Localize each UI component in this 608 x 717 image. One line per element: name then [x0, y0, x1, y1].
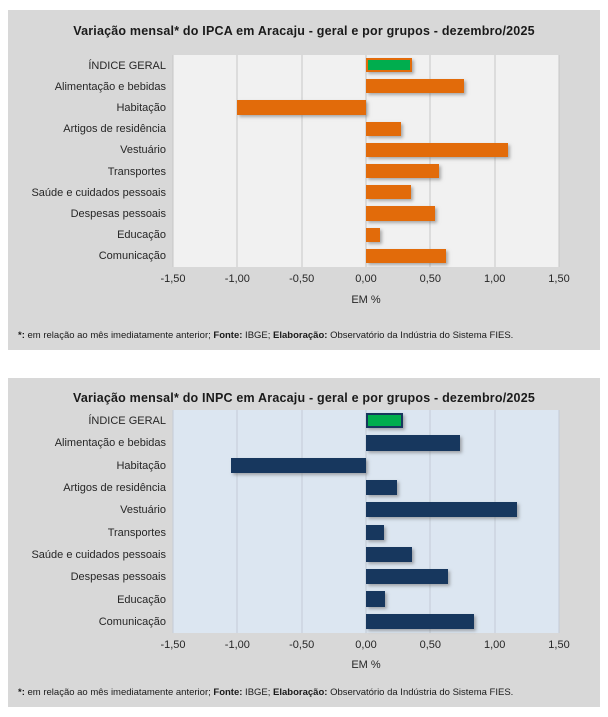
bar-artigos-de-residencia [366, 479, 397, 496]
x-tick-label: -0,50 [289, 639, 315, 651]
category-label-habitacao: Habitação [116, 459, 166, 472]
category-label-despesas-pessoais: Despesas pessoais [70, 207, 166, 220]
footnote-source-label: Fonte: [213, 687, 243, 698]
category-label-saude-e-cuidados-pessoais: Saúde e cuidados pessoais [31, 186, 166, 199]
category-label-alimentacao-e-bebidas: Alimentação e bebidas [54, 437, 166, 450]
bar-vestuario [366, 502, 517, 518]
category-labels: ÍNDICE GERAL Alimentação e bebidas Habitaç… [8, 410, 173, 633]
footnote: *: em relação ao mês imediatamente anter… [18, 687, 592, 698]
x-tick-label: 0,00 [355, 639, 377, 651]
gridline [494, 55, 496, 267]
footnote: *: em relação ao mês imediatamente anter… [18, 330, 592, 341]
plot-area [172, 55, 560, 267]
gridline [172, 55, 174, 267]
bar-indice-geral [366, 413, 404, 429]
bar-alimentacao-e-bebidas [366, 79, 464, 94]
gridline [236, 410, 238, 633]
footnote-source-label: Fonte: [213, 330, 243, 341]
footnote-source-text: IBGE; [242, 330, 274, 341]
bar-saude-e-cuidados-pessoais [366, 185, 412, 200]
bar-transportes [366, 164, 440, 179]
bar-artigos-de-residencia [366, 121, 401, 136]
x-tick-label: 0,50 [419, 273, 442, 285]
category-label-transportes: Transportes [107, 526, 166, 539]
gridline [558, 55, 560, 267]
gridline [429, 55, 431, 267]
bar-educacao [366, 591, 386, 607]
x-tick-label: -1,00 [224, 639, 250, 651]
x-tick-label: -1,50 [160, 639, 186, 651]
x-tick-label: 1,00 [483, 639, 506, 651]
x-axis-ticks: -1,50 -1,00 -0,50 0,00 0,50 1,00 1,50 [160, 639, 569, 652]
bar-comunicacao [366, 248, 446, 263]
bar-despesas-pessoais [366, 569, 449, 585]
x-tick-label: -1,00 [224, 273, 250, 285]
gridline [494, 410, 496, 633]
x-axis-title: EM % [351, 659, 381, 671]
gridline [558, 410, 560, 633]
bar-educacao [366, 227, 381, 242]
category-labels: ÍNDICE GERAL Alimentação e bebidas Habitaç… [8, 55, 173, 267]
bar-comunicacao [366, 613, 475, 629]
category-label-educacao: Educação [117, 229, 166, 242]
ipca-chart-panel: Variação mensal* do IPCA em Aracaju - ge… [8, 10, 600, 350]
x-tick-label: 1,50 [548, 273, 570, 285]
x-tick-label: 0,00 [355, 273, 377, 285]
gridline [365, 55, 367, 267]
category-label-educacao: Educação [117, 593, 166, 606]
x-axis-title: EM % [351, 294, 381, 306]
plot-area [172, 410, 560, 633]
x-axis-ticks: -1,50 -1,00 -0,50 0,00 0,50 1,00 1,50 [160, 273, 569, 286]
category-label-habitacao: Habitação [116, 101, 166, 114]
bar-habitacao [230, 457, 366, 473]
bar-indice-geral [366, 58, 413, 73]
inpc-chart-body: ÍNDICE GERAL Alimentação e bebidas Habitaç… [8, 410, 560, 633]
category-label-comunicacao: Comunicação [98, 615, 166, 628]
gridline [301, 410, 303, 633]
footnote-note: em relação ao mês imediatamente anterior… [24, 330, 214, 341]
gridline [429, 410, 431, 633]
category-label-artigos-de-residencia: Artigos de residência [63, 482, 166, 495]
x-tick-label: 1,50 [548, 639, 570, 651]
gridline [301, 55, 303, 267]
x-tick-label: -1,50 [160, 273, 186, 285]
footnote-asterisk: *: [18, 687, 25, 698]
footnote-elaboration-label: Elaboração: [273, 330, 328, 341]
ipca-chart-title: Variação mensal* do IPCA em Aracaju - ge… [73, 24, 535, 38]
footnote-note: em relação ao mês imediatamente anterior… [24, 687, 214, 698]
x-tick-label: 1,00 [483, 273, 506, 285]
category-label-alimentacao-e-bebidas: Alimentação e bebidas [54, 80, 166, 93]
category-label-indice-geral: ÍNDICE GERAL [88, 415, 166, 428]
bar-transportes [366, 524, 384, 540]
footnote-elaboration-label: Elaboração: [273, 687, 328, 698]
x-tick-label: -0,50 [289, 273, 315, 285]
gridline [236, 55, 238, 267]
bar-saude-e-cuidados-pessoais [366, 546, 413, 563]
ipca-chart-body: ÍNDICE GERAL Alimentação e bebidas Habitaç… [8, 55, 560, 267]
category-label-vestuario: Vestuário [120, 144, 166, 157]
footnote-source-text: IBGE; [242, 687, 274, 698]
bar-habitacao [237, 100, 366, 115]
bar-despesas-pessoais [366, 206, 436, 221]
gridline [365, 410, 367, 633]
x-tick-label: 0,50 [419, 639, 442, 651]
category-label-despesas-pessoais: Despesas pessoais [70, 571, 166, 584]
footnote-elaboration-text: Observatório da Indústria do Sistema FIE… [327, 330, 514, 341]
gridline [172, 410, 174, 633]
inpc-chart-panel: Variação mensal* do INPC em Aracaju - ge… [8, 378, 600, 707]
category-label-artigos-de-residencia: Artigos de residência [63, 123, 166, 136]
bar-vestuario [366, 142, 508, 157]
category-label-indice-geral: ÍNDICE GERAL [88, 59, 166, 72]
category-label-transportes: Transportes [107, 165, 166, 178]
footnote-asterisk: *: [18, 330, 25, 341]
footnote-elaboration-text: Observatório da Indústria do Sistema FIE… [327, 687, 514, 698]
bar-alimentacao-e-bebidas [366, 435, 460, 451]
inpc-chart-title: Variação mensal* do INPC em Aracaju - ge… [72, 391, 535, 405]
category-label-vestuario: Vestuário [120, 504, 166, 517]
category-label-comunicacao: Comunicação [98, 250, 166, 263]
category-label-saude-e-cuidados-pessoais: Saúde e cuidados pessoais [31, 548, 166, 561]
